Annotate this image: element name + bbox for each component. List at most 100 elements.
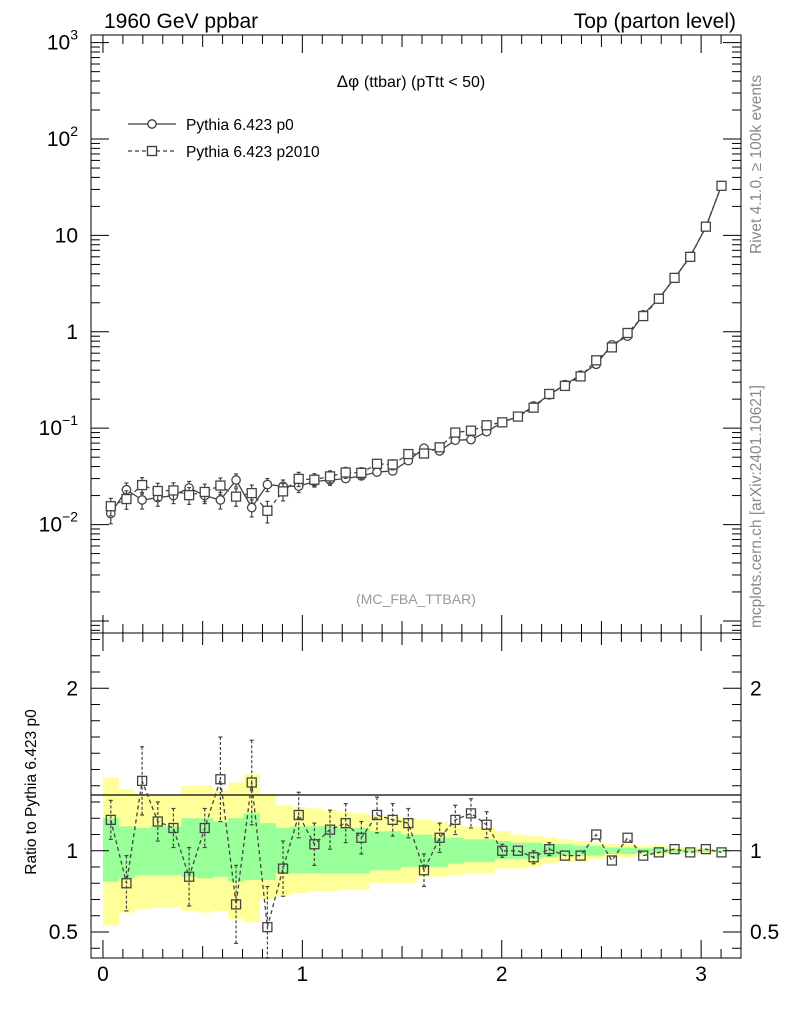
ratio-data-point xyxy=(606,855,618,866)
data-point-p2010 xyxy=(340,467,351,478)
main-ytick-label: 10−2 xyxy=(39,509,79,537)
data-point-p2010 xyxy=(387,459,398,470)
data-point-p0 xyxy=(246,502,257,513)
data-point-p2010 xyxy=(497,417,508,428)
ratio-ticks xyxy=(91,633,742,958)
ratio-data-point xyxy=(544,843,555,855)
data-point-p2010 xyxy=(418,448,430,459)
data-point-p2010 xyxy=(183,489,195,501)
data-point-p2010 xyxy=(528,402,539,413)
uncertainty-band-green xyxy=(290,826,308,874)
ratio-data-point xyxy=(450,814,461,826)
ratio-data-point xyxy=(528,852,539,863)
ratio-data-point xyxy=(591,829,602,840)
uncertainty-band-green xyxy=(478,839,495,863)
uncertainty-band-green xyxy=(259,823,276,880)
series-line-0 xyxy=(110,185,723,514)
data-point-p0 xyxy=(137,495,147,505)
uncertainty-band-green xyxy=(353,828,370,874)
ratio-ytick-label-right: 1 xyxy=(750,840,762,863)
ratio-data-point xyxy=(653,847,665,858)
ratio-data-point xyxy=(215,774,226,785)
ratio-data-point xyxy=(340,817,351,829)
mcplots-label: mcplots.cern.ch [arXiv:2401.10621] xyxy=(748,385,765,628)
uncertainty-band-green xyxy=(416,834,433,867)
header-right-title: Top (parton level) xyxy=(574,10,736,33)
data-point-p0 xyxy=(262,479,273,490)
ratio-frame xyxy=(90,632,742,959)
legend-marker-p2010 xyxy=(146,145,158,157)
data-point-p2010 xyxy=(324,471,336,482)
main-ytick-exponent: −1 xyxy=(62,412,78,428)
data-point-p2010 xyxy=(121,493,132,505)
uncertainty-band-green xyxy=(619,847,636,854)
uncertainty-band-green xyxy=(604,847,621,854)
data-point-p2010 xyxy=(215,480,226,491)
uncertainty-band-green xyxy=(212,821,229,877)
data-point-p0 xyxy=(215,495,226,505)
uncertainty-band-green xyxy=(165,826,182,876)
ratio-data-point xyxy=(559,850,571,861)
uncertainty-band-green xyxy=(337,828,355,874)
main-series xyxy=(105,180,727,525)
data-point-p2010 xyxy=(371,458,383,469)
legend-marker-p0 xyxy=(147,119,157,129)
data-point-p2010 xyxy=(356,467,367,479)
main-ytick-label: 1 xyxy=(66,321,78,344)
ratio-data-point xyxy=(418,865,430,876)
uncertainty-band-green xyxy=(588,845,605,856)
uncertainty-band-green xyxy=(447,837,464,864)
uncertainty-band-green xyxy=(698,849,715,852)
ratio-data-point xyxy=(262,921,273,933)
ratio-bands xyxy=(102,774,730,926)
ratio-ytick-label-right: 2 xyxy=(750,677,762,700)
data-point-p2010 xyxy=(136,479,148,491)
data-point-p0 xyxy=(372,467,382,477)
ratio-data-point xyxy=(575,850,586,861)
data-point-p2010 xyxy=(622,327,633,339)
ratio-ylabel: Ratio to Pythia 6.423 p0 xyxy=(23,709,40,875)
uncertainty-band-green xyxy=(118,826,135,879)
ratio-xtick-label: 0 xyxy=(97,963,109,986)
rivet-version-label: Rivet 4.1.0, ≥ 100k events xyxy=(748,75,765,254)
ratio-data-point xyxy=(277,863,289,874)
uncertainty-band-green xyxy=(384,831,401,871)
ratio-tick-labels: 0.5 0.5 1 1 2 2 0 1 2 3 xyxy=(49,677,779,986)
legend: Pythia 6.423 p0 Pythia 6.423 p2010 xyxy=(128,117,320,161)
ratio-ytick-label-right: 0.5 xyxy=(750,921,779,944)
uncertainty-band-green xyxy=(682,849,699,853)
ratio-data-point xyxy=(465,808,477,819)
uncertainty-band-green xyxy=(463,839,480,863)
data-point-p2010 xyxy=(246,487,257,499)
chart-title-rest: (ttbar) (pTtt < 50) xyxy=(364,74,485,91)
ratio-panel: 0.5 0.5 1 1 2 2 0 1 2 3 Ratio to Pythia 6.423 p0 xyxy=(23,632,779,986)
ratio-data-point xyxy=(168,822,179,834)
data-point-p2010 xyxy=(575,371,586,382)
data-point-p2010 xyxy=(606,342,618,353)
data-point-p2010 xyxy=(199,486,210,498)
main-ytick-label: 10−1 xyxy=(39,412,79,440)
series-line-1 xyxy=(110,185,723,512)
ratio-data-point xyxy=(121,878,132,889)
uncertainty-band-green xyxy=(149,826,167,876)
data-point-p2010 xyxy=(262,505,273,516)
data-point-p2010 xyxy=(653,293,665,304)
ratio-data-point xyxy=(246,777,257,788)
data-point-p2010 xyxy=(559,380,571,392)
data-point-p2010 xyxy=(403,448,414,460)
ratio-data-point xyxy=(324,824,336,835)
ratio-data-point xyxy=(622,832,633,843)
ratio-data-point xyxy=(152,816,163,827)
ratio-ytick-label: 2 xyxy=(66,677,78,700)
ratio-data-point xyxy=(685,847,696,858)
data-point-p2010 xyxy=(481,420,492,431)
data-point-p0 xyxy=(466,434,476,445)
main-ticks xyxy=(91,35,742,633)
ratio-data-point xyxy=(497,845,508,856)
data-point-p2010 xyxy=(277,486,289,497)
data-point-p2010 xyxy=(105,501,116,512)
data-point-p2010 xyxy=(700,221,712,232)
ratio-data-point xyxy=(293,809,304,821)
